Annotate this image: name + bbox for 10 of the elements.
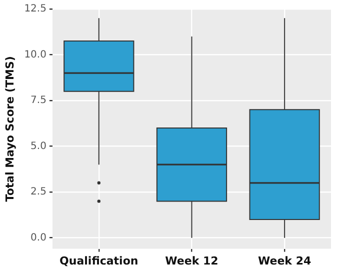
- y-tick-label: 10.0: [24, 49, 46, 60]
- x-tick-label: Qualification: [60, 254, 138, 268]
- x-tick-label: Week 12: [165, 254, 218, 268]
- y-tick-label: 7.5: [30, 95, 46, 106]
- y-tick-label: 2.5: [30, 186, 46, 198]
- x-tick-label: Week 24: [258, 254, 312, 268]
- y-axis-title: Total Mayo Score (TMS): [3, 56, 16, 202]
- y-tick-label: 12.5: [24, 4, 46, 15]
- y-tick-label: 0.0: [30, 232, 46, 244]
- y-tick-label: 5.0: [30, 140, 46, 152]
